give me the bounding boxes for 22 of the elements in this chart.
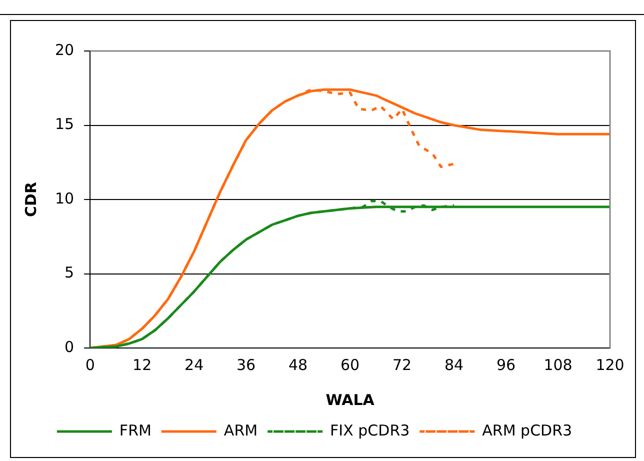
x-tick-label: 48	[288, 356, 308, 374]
y-tick-label: 5	[64, 264, 74, 282]
legend-label: ARM pCDR3	[482, 421, 572, 440]
x-tick-label: 0	[85, 356, 95, 374]
x-axis-title: WALA	[326, 390, 375, 409]
legend-label: ARM	[224, 421, 258, 440]
legend-label: FIX pCDR3	[330, 421, 410, 440]
x-tick-label: 84	[444, 356, 464, 374]
y-axis-title: CDR	[22, 182, 40, 218]
x-tick-label: 120	[596, 356, 624, 374]
y-tick-label: 20	[54, 40, 74, 59]
x-tick-label: 108	[544, 356, 572, 374]
x-tick-label: 12	[132, 356, 152, 374]
y-tick-label: 10	[54, 189, 74, 208]
x-tick-label: 96	[496, 356, 516, 374]
x-tick-label: 24	[184, 356, 204, 374]
x-tick-label: 72	[392, 356, 412, 374]
x-tick-label: 60	[340, 356, 360, 374]
x-tick-label: 36	[236, 356, 256, 374]
legend-label: FRM	[119, 421, 152, 440]
y-tick-label: 15	[54, 115, 74, 134]
y-tick-label: 0	[64, 338, 74, 356]
